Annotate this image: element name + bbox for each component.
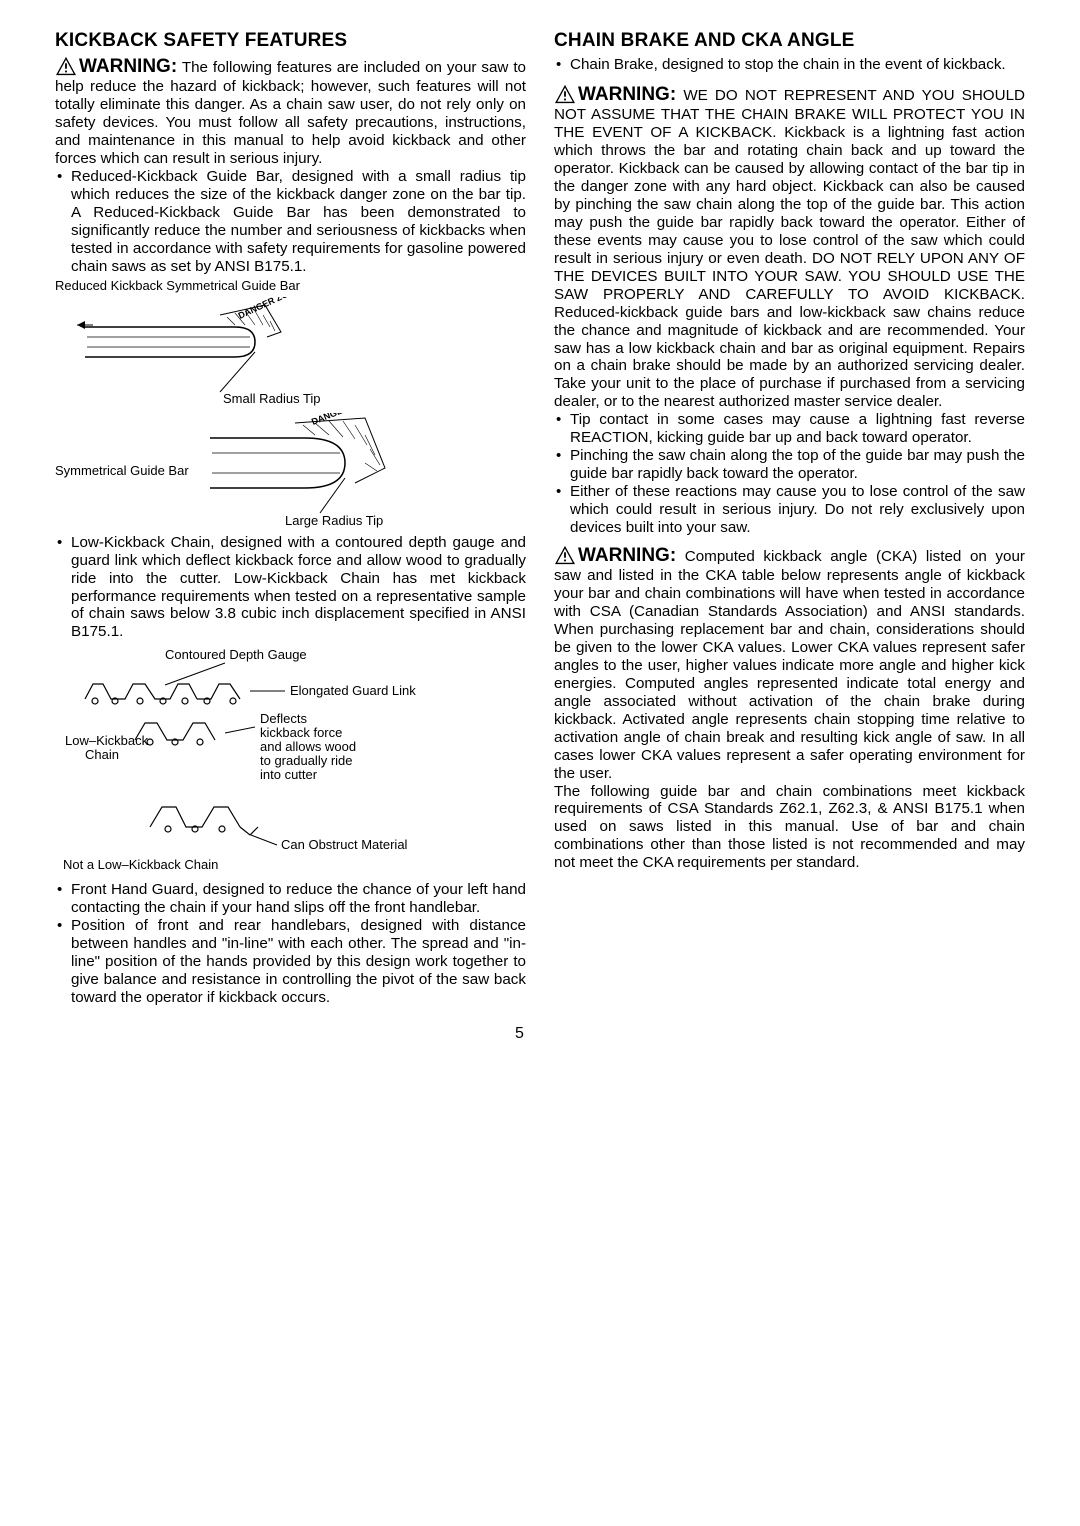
left-bullet-list-2: Low-Kickback Chain, designed with a cont… [55, 534, 526, 642]
page: KICKBACK SAFETY FEATURES WARNING: The fo… [0, 0, 1080, 1083]
symmetrical-guide-bar-label: Symmetrical Guide Bar [55, 463, 195, 478]
warning-triangle-icon [554, 84, 576, 104]
deflects-label: Deflects kickback force and allows wood … [260, 711, 360, 782]
right-bullet-top: Chain Brake, designed to stop the chain … [554, 56, 1025, 74]
left-bullet-2: Low-Kickback Chain, designed with a cont… [55, 534, 526, 642]
diagram1: DANGER ZONE Small Radius Tip [55, 297, 526, 407]
left-bullet-4: Position of front and rear handlebars, d… [55, 917, 526, 1007]
not-low-kickback-label: Not a Low–Kickback Chain [63, 857, 218, 872]
diagram3: Contoured Depth Gauge Elongated Guard Li… [55, 645, 526, 875]
left-bullet-list-3: Front Hand Guard, designed to reduce the… [55, 881, 526, 1007]
right-warning1-text: WE DO NOT REPRESENT AND YOU SHOULD NOT A… [554, 87, 1025, 410]
left-bullet-list-1: Reduced-Kickback Guide Bar, designed wit… [55, 168, 526, 276]
right-warning1: WARNING: WE DO NOT REPRESENT AND YOU SHO… [554, 84, 1025, 411]
left-bullet-3: Front Hand Guard, designed to reduce the… [55, 881, 526, 917]
left-column: KICKBACK SAFETY FEATURES WARNING: The fo… [55, 30, 526, 1007]
right-sub2: Pinching the saw chain along the top of … [554, 447, 1025, 483]
low-kickback-chain-diagram: Contoured Depth Gauge Elongated Guard Li… [55, 645, 475, 875]
low-kickback-chain-label: Low–Kickback Chain [65, 733, 152, 762]
right-sub1: Tip contact in some cases may cause a li… [554, 411, 1025, 447]
right-tail: The following guide bar and chain combin… [554, 783, 1025, 873]
right-sub3: Either of these reactions may cause you … [554, 483, 1025, 537]
small-radius-tip-label: Small Radius Tip [223, 391, 321, 406]
can-obstruct-label: Can Obstruct Material [281, 837, 408, 852]
right-title: CHAIN BRAKE AND CKA ANGLE [554, 30, 1025, 52]
right-column: CHAIN BRAKE AND CKA ANGLE Chain Brake, d… [554, 30, 1025, 1007]
warning-label: WARNING: [578, 545, 676, 566]
right-top-bullet: Chain Brake, designed to stop the chain … [554, 56, 1025, 74]
page-number: 5 [55, 1025, 1025, 1043]
left-bullet-1: Reduced-Kickback Guide Bar, designed wit… [55, 168, 526, 276]
diagram1-caption: Reduced Kickback Symmetrical Guide Bar [55, 278, 526, 293]
left-title: KICKBACK SAFETY FEATURES [55, 30, 526, 52]
two-column-layout: KICKBACK SAFETY FEATURES WARNING: The fo… [55, 30, 1025, 1007]
reduced-kickback-bar-diagram: DANGER ZONE Small Radius Tip [55, 297, 385, 407]
warning-triangle-icon [55, 56, 77, 76]
warning-label: WARNING: [578, 84, 676, 105]
warning-label: WARNING: [79, 56, 177, 77]
elongated-guard-link-label: Elongated Guard Link [290, 683, 416, 698]
warning-triangle-icon [554, 545, 576, 565]
diagram2: Symmetrical Guide Bar DANGER ZONE [55, 413, 526, 528]
contoured-depth-gauge-label: Contoured Depth Gauge [165, 647, 307, 662]
right-warning2: WARNING: Computed kickback angle (CKA) l… [554, 545, 1025, 783]
large-radius-tip-label: Large Radius Tip [285, 513, 383, 528]
symmetrical-bar-diagram: DANGER ZONE Large Radius Tip [205, 413, 405, 528]
left-warning-paragraph: WARNING: The following features are incl… [55, 56, 526, 168]
right-warning2-text: Computed kickback angle (CKA) listed on … [554, 548, 1025, 782]
right-sub-bullets: Tip contact in some cases may cause a li… [554, 411, 1025, 537]
